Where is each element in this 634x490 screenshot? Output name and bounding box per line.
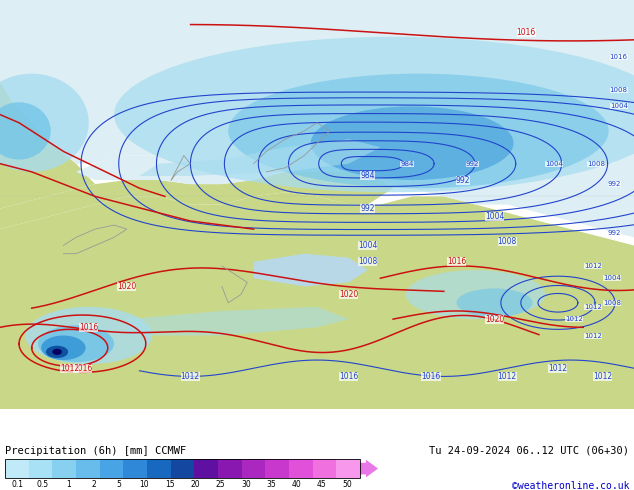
Bar [218, 459, 242, 478]
Ellipse shape [311, 106, 514, 180]
Text: 992: 992 [361, 204, 375, 213]
Text: 992: 992 [608, 230, 621, 236]
Text: 1004: 1004 [610, 103, 628, 109]
Bar [147, 459, 171, 478]
Text: 40: 40 [292, 480, 302, 489]
FancyArrow shape [360, 460, 378, 477]
Text: 1004: 1004 [485, 212, 504, 221]
Polygon shape [139, 139, 380, 176]
Text: 984: 984 [400, 161, 414, 167]
Ellipse shape [52, 349, 62, 355]
Ellipse shape [41, 336, 86, 360]
Text: 1016: 1016 [517, 28, 536, 37]
Text: 1012: 1012 [60, 364, 79, 373]
Text: 1016: 1016 [73, 364, 92, 373]
Text: 10: 10 [139, 480, 149, 489]
Text: 1012: 1012 [181, 372, 200, 381]
Text: 5: 5 [117, 480, 122, 489]
Text: 1012: 1012 [585, 304, 602, 310]
Bar [100, 459, 124, 478]
Text: 1016: 1016 [79, 323, 98, 332]
Bar [266, 459, 289, 478]
Text: 1016: 1016 [610, 54, 628, 60]
Text: 1016: 1016 [422, 372, 441, 381]
Text: 1008: 1008 [498, 237, 517, 246]
Text: 1020: 1020 [117, 282, 136, 291]
Polygon shape [0, 0, 634, 237]
Text: 50: 50 [342, 480, 353, 489]
Text: 1012: 1012 [593, 372, 612, 381]
Polygon shape [254, 254, 368, 286]
Text: ©weatheronline.co.uk: ©weatheronline.co.uk [512, 481, 629, 490]
Ellipse shape [0, 74, 89, 172]
Text: 30: 30 [241, 480, 251, 489]
Text: 992: 992 [465, 161, 479, 167]
Text: 992: 992 [456, 175, 470, 185]
Text: 1004: 1004 [358, 241, 377, 250]
Bar [29, 459, 53, 478]
Text: 1004: 1004 [604, 275, 621, 281]
Bar [171, 459, 195, 478]
Text: 1016: 1016 [339, 372, 358, 381]
Ellipse shape [406, 270, 545, 319]
Ellipse shape [228, 74, 609, 188]
Text: 1004: 1004 [545, 161, 562, 167]
Ellipse shape [25, 307, 152, 364]
Text: 0.5: 0.5 [37, 480, 49, 489]
Text: 1012: 1012 [585, 333, 602, 339]
Text: 0.1: 0.1 [11, 480, 23, 489]
Polygon shape [0, 192, 634, 409]
Text: 1008: 1008 [610, 87, 628, 93]
Text: Precipitation (6h) [mm] CCMWF: Precipitation (6h) [mm] CCMWF [5, 446, 186, 456]
Text: 1008: 1008 [604, 300, 621, 306]
Polygon shape [0, 172, 393, 229]
Text: 1012: 1012 [548, 364, 567, 373]
Text: 1008: 1008 [586, 161, 605, 167]
Text: 15: 15 [165, 480, 174, 489]
Text: 1020: 1020 [485, 315, 504, 323]
Bar [289, 459, 313, 478]
Text: 20: 20 [190, 480, 200, 489]
Bar [5, 459, 29, 478]
Text: 1012: 1012 [498, 372, 517, 381]
Text: 25: 25 [216, 480, 225, 489]
Ellipse shape [46, 346, 68, 358]
Ellipse shape [0, 102, 51, 160]
Text: 1012: 1012 [585, 263, 602, 269]
Text: 2: 2 [91, 480, 96, 489]
Polygon shape [76, 122, 380, 184]
Text: 1020: 1020 [339, 290, 358, 299]
Bar [313, 459, 336, 478]
Ellipse shape [114, 37, 634, 192]
Text: 984: 984 [361, 172, 375, 180]
Polygon shape [0, 82, 95, 209]
Text: Tu 24-09-2024 06..12 UTC (06+30): Tu 24-09-2024 06..12 UTC (06+30) [429, 446, 629, 456]
Text: 1008: 1008 [358, 257, 377, 267]
Text: 35: 35 [266, 480, 276, 489]
Text: 45: 45 [317, 480, 327, 489]
Bar [124, 459, 147, 478]
Ellipse shape [456, 289, 533, 317]
Bar [76, 459, 100, 478]
Bar [242, 459, 266, 478]
Bar [5, 459, 360, 478]
Bar [53, 459, 76, 478]
Text: 1016: 1016 [447, 257, 466, 267]
Ellipse shape [38, 325, 114, 362]
Text: 992: 992 [608, 181, 621, 187]
Text: 1: 1 [66, 480, 71, 489]
Bar [195, 459, 218, 478]
Text: 1012: 1012 [566, 316, 583, 322]
Bar [336, 459, 360, 478]
Polygon shape [127, 307, 349, 336]
